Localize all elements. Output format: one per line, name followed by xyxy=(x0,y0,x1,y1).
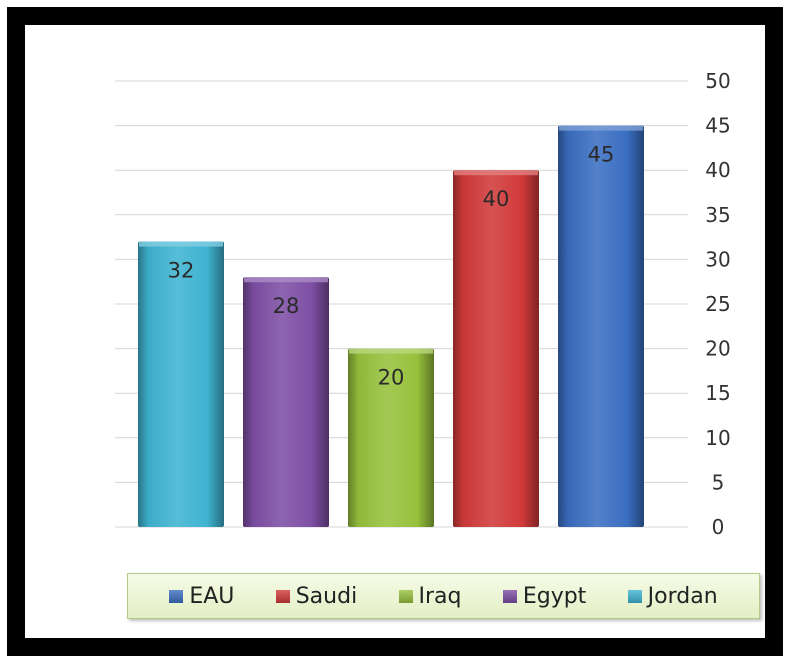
bar-iraq xyxy=(348,348,434,527)
data-labels: 32 28 20 40 45 xyxy=(168,143,615,390)
legend-swatch xyxy=(169,589,184,603)
bar-top-highlight xyxy=(139,241,223,247)
data-label-iraq: 20 xyxy=(378,366,405,390)
legend-label: EAU xyxy=(189,583,235,609)
legend: EAU Saudi Iraq Egypt Jordan xyxy=(127,573,760,619)
legend-item-saudi: Saudi xyxy=(275,583,358,609)
legend-swatch xyxy=(627,589,642,603)
bar-egypt xyxy=(243,277,329,527)
legend-swatch xyxy=(502,589,517,603)
bar-saudi xyxy=(453,170,539,527)
legend-item-egypt: Egypt xyxy=(502,583,587,609)
bar-top-highlight xyxy=(559,125,643,131)
y-tick-label: 5 xyxy=(712,470,725,494)
legend-item-jordan: Jordan xyxy=(627,583,718,609)
y-tick-label: 30 xyxy=(705,247,730,271)
data-label-eau: 45 xyxy=(588,143,615,167)
y-tick-label: 10 xyxy=(705,426,730,450)
legend-swatch xyxy=(398,589,413,603)
bar-top-highlight xyxy=(349,348,433,354)
bar-top-highlight xyxy=(244,277,328,283)
data-label-saudi: 40 xyxy=(483,187,510,211)
legend-label: Egypt xyxy=(522,583,587,609)
bar-jordan xyxy=(138,241,224,527)
bars xyxy=(138,125,644,527)
legend-label: Iraq xyxy=(418,583,462,609)
y-tick-label: 45 xyxy=(705,114,730,138)
y-tick-label: 40 xyxy=(705,158,730,182)
bar-top-highlight xyxy=(454,170,538,176)
y-tick-label: 20 xyxy=(705,337,730,361)
legend-label: Jordan xyxy=(647,583,718,609)
data-label-jordan: 32 xyxy=(168,259,195,283)
y-tick-label: 15 xyxy=(705,381,730,405)
legend-label: Saudi xyxy=(295,583,358,609)
y-tick-label: 25 xyxy=(705,292,730,316)
bar-eau xyxy=(558,125,644,527)
y-tick-label: 50 xyxy=(705,69,730,93)
legend-item-iraq: Iraq xyxy=(398,583,462,609)
legend-item-eau: EAU xyxy=(169,584,234,609)
legend-swatch xyxy=(275,589,290,603)
y-axis-tick-labels: 0 5 10 15 20 25 30 35 40 45 50 xyxy=(705,69,730,539)
y-tick-label: 35 xyxy=(705,203,730,227)
y-tick-label: 0 xyxy=(712,515,725,539)
data-label-egypt: 28 xyxy=(273,294,300,318)
